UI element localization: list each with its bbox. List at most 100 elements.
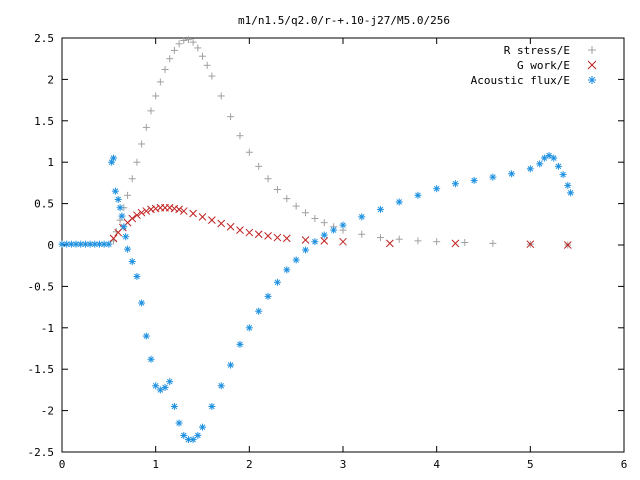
data-point (339, 221, 347, 229)
data-point (358, 230, 366, 238)
data-point (199, 52, 206, 60)
y-tick-label: 0 (47, 239, 54, 252)
y-tick-label: 2 (47, 73, 54, 86)
data-point (526, 240, 535, 249)
data-point (283, 266, 291, 274)
data-point (184, 36, 192, 44)
data-point (208, 216, 216, 225)
data-point (273, 278, 281, 286)
chart-title: m1/n1.5/q2.0/r-+.10-j27/M5.0/256 (238, 14, 450, 27)
legend-label: G work/E (517, 59, 570, 72)
data-point (152, 382, 160, 390)
data-point (236, 226, 244, 234)
data-point (311, 215, 319, 223)
data-point (226, 222, 235, 231)
data-point (179, 207, 188, 215)
data-point (161, 65, 169, 73)
x-tick-label: 2 (246, 458, 253, 471)
series-0 (110, 36, 572, 249)
data-point (563, 241, 572, 249)
data-point (170, 402, 178, 410)
y-tick-label: -2.5 (28, 446, 55, 459)
data-point (526, 165, 534, 173)
data-point (110, 154, 118, 162)
data-point (567, 189, 575, 197)
data-point (245, 148, 253, 156)
data-point (292, 256, 300, 264)
data-point (118, 212, 126, 220)
data-point (358, 213, 366, 221)
data-point (588, 76, 596, 84)
data-point (451, 239, 460, 248)
x-tick-label: 6 (621, 458, 628, 471)
x-tick-label: 1 (152, 458, 159, 471)
data-point (142, 207, 151, 215)
data-point (236, 340, 244, 348)
data-point (208, 402, 216, 410)
data-point (180, 431, 188, 439)
data-point (255, 162, 263, 170)
y-tick-label: -1.5 (28, 363, 55, 376)
data-point (166, 378, 174, 386)
data-point (109, 234, 118, 243)
data-point (151, 204, 160, 213)
data-point (254, 230, 263, 239)
data-point (189, 436, 197, 444)
data-point (208, 72, 216, 80)
y-tick-label: -0.5 (28, 280, 55, 293)
axis-ticks: 0 1 2 3 4 5 6 2.5 2 1.5 1 0.5 0 -0.5 -1 -1.5 -2 -2.5 (28, 32, 628, 471)
plot-frame (61, 37, 625, 453)
y-tick-label: 2.5 (34, 32, 54, 45)
data-point (114, 195, 122, 203)
data-point (189, 38, 197, 46)
data-point (111, 187, 119, 195)
data-point (273, 233, 282, 242)
data-point (124, 245, 132, 253)
data-point (587, 60, 597, 70)
data-point (292, 202, 300, 210)
data-point (147, 355, 155, 363)
data-point (189, 209, 197, 218)
data-point (550, 154, 558, 162)
data-point (245, 228, 254, 237)
x-tick-label: 0 (59, 458, 66, 471)
data-point (161, 383, 169, 391)
data-point (283, 195, 291, 203)
data-point (133, 211, 141, 220)
data-point (273, 186, 281, 194)
data-point (545, 152, 553, 160)
y-tick-label: -1 (41, 322, 54, 335)
x-tick-label: 3 (340, 458, 347, 471)
data-point (470, 176, 478, 184)
y-tick-label: 1.5 (34, 115, 54, 128)
data-point (138, 140, 146, 148)
data-point (199, 423, 206, 431)
data-point (77, 240, 85, 248)
data-point (152, 92, 160, 100)
data-point (489, 173, 497, 181)
series-2 (58, 152, 575, 444)
data-point (194, 431, 202, 439)
data-point (301, 236, 310, 244)
data-point (559, 171, 567, 179)
data-point (376, 234, 384, 242)
data-point (170, 204, 179, 213)
data-point (320, 231, 328, 239)
data-point (414, 237, 422, 245)
data-point (302, 246, 310, 254)
data-point (264, 175, 272, 183)
data-point (124, 191, 132, 199)
data-point (564, 181, 572, 189)
data-point (320, 219, 328, 227)
data-point (311, 238, 319, 246)
data-point (128, 258, 136, 266)
data-point (245, 324, 253, 332)
data-point (175, 40, 183, 48)
data-point (175, 419, 183, 427)
data-point (128, 214, 137, 223)
data-point (414, 191, 422, 199)
data-point (217, 382, 225, 390)
data-point (461, 239, 469, 247)
y-tick-label: -2 (41, 405, 54, 418)
data-point (489, 239, 497, 247)
